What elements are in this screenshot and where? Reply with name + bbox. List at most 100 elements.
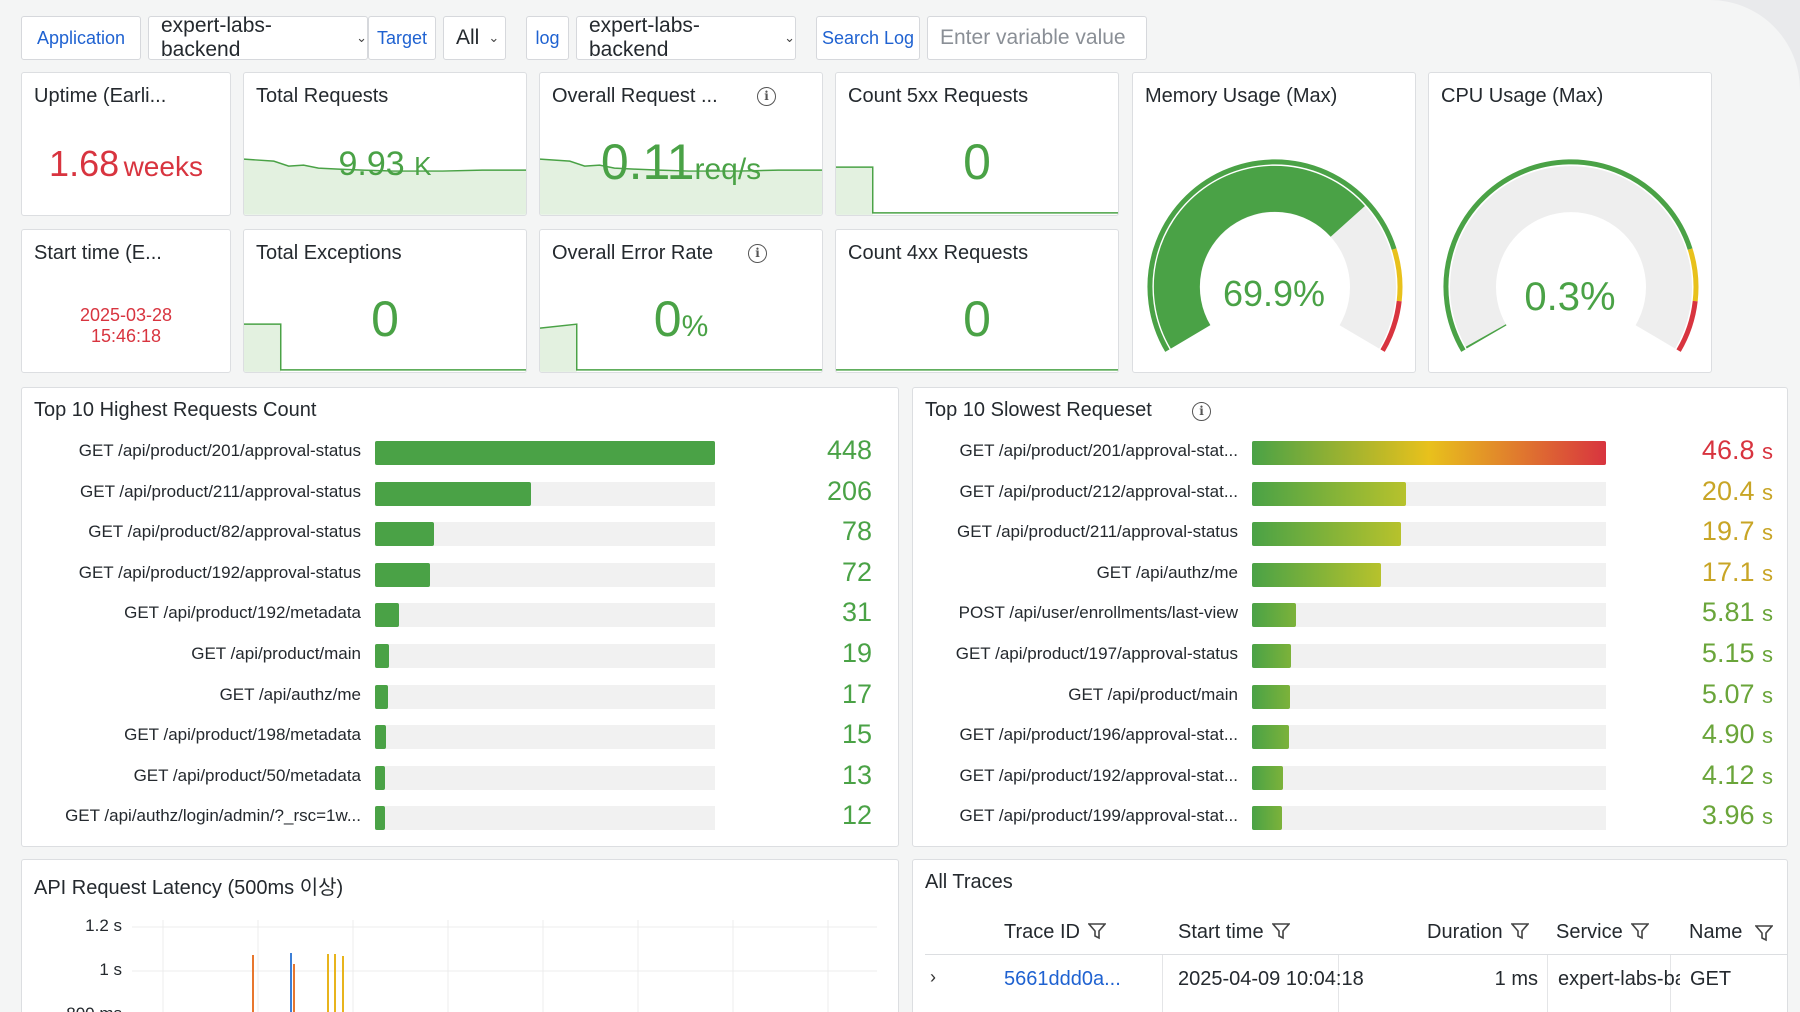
bar-value: 31 xyxy=(841,597,872,628)
bar-label: POST /api/user/enrollments/last-view xyxy=(958,603,1238,623)
chevron-down-icon: ⌄ xyxy=(784,30,795,45)
panel-title: All Traces xyxy=(925,871,1013,893)
filter-icon[interactable] xyxy=(1755,924,1773,942)
bar-track xyxy=(1252,684,1606,709)
bar xyxy=(1252,441,1606,465)
bar-label: GET /api/authz/me xyxy=(1096,562,1238,582)
bar xyxy=(1252,481,1407,506)
bar-value: 17.1 s xyxy=(1701,556,1773,587)
bar-track xyxy=(1252,562,1606,587)
top-requests-panel: Top 10 Highest Requests Count GET /api/p… xyxy=(21,387,899,847)
bar-label: GET /api/product/212/approval-stat... xyxy=(959,481,1238,501)
bar-row: GET /api/product/199/approval-stat... 3.9… xyxy=(913,800,1787,834)
overall-error-rate-sparkline xyxy=(540,323,822,372)
bar-track xyxy=(375,441,715,465)
memory-gauge-fill xyxy=(1153,165,1365,349)
panel-title: Overall Request ... xyxy=(552,85,718,107)
bar-value: 4.12 s xyxy=(1701,759,1773,790)
count-4xx-panel: Count 4xx Requests 0 xyxy=(835,229,1119,373)
target-select[interactable]: All ⌄ xyxy=(443,16,506,60)
uptime-value: 1.68 weeks xyxy=(49,143,203,184)
bar-track xyxy=(1252,441,1606,465)
column-header-name[interactable]: Name xyxy=(1689,921,1743,943)
cpu-gauge xyxy=(1443,159,1699,352)
bar-label: GET /api/product/197/approval-status xyxy=(955,644,1238,663)
bar-track xyxy=(1252,522,1606,547)
bar-label: GET /api/product/201/approval-status xyxy=(78,441,361,460)
column-header-start-time[interactable]: Start time xyxy=(1178,921,1290,944)
column-header-trace-id[interactable]: Trace ID xyxy=(1004,921,1106,944)
bar-row: GET /api/product/211/approval-status 19.7… xyxy=(913,516,1787,550)
bar-track xyxy=(375,603,715,628)
bar-row: GET /api/product/192/approval-status 72 xyxy=(22,557,898,591)
panel-title: API Request Latency (500ms 이상) xyxy=(34,877,344,899)
filter-icon[interactable] xyxy=(1087,922,1106,940)
column-header-service[interactable]: Service xyxy=(1556,921,1649,944)
bar-value: 12 xyxy=(841,800,872,831)
bar-value: 15 xyxy=(841,719,872,750)
panel-title: Total Exceptions xyxy=(256,242,402,264)
bar-row: GET /api/authz/me 17 xyxy=(22,679,898,713)
bar-track xyxy=(375,806,715,831)
filter-icon[interactable] xyxy=(1271,922,1290,940)
trace-id-link[interactable]: 5661ddd0a... xyxy=(1004,968,1121,990)
bar xyxy=(375,725,387,750)
bar-label: GET /api/product/201/approval-stat... xyxy=(959,441,1238,460)
bar-label: GET /api/product/211/approval-status xyxy=(80,481,361,501)
y-tick-label: 800 ms xyxy=(62,1004,122,1012)
search-log-input[interactable]: Enter variable value xyxy=(927,16,1147,60)
bar-row: GET /api/product/192/approval-stat... 4.1… xyxy=(913,760,1787,794)
bar xyxy=(1252,603,1296,628)
bar-value: 19.7 s xyxy=(1701,516,1773,547)
log-filter-label: log xyxy=(526,16,569,60)
bar-label: GET /api/product/main xyxy=(1068,684,1238,704)
bar-label: GET /api/authz/login/admin/?_rsc=1w... xyxy=(65,806,361,826)
overall-error-rate-panel: Overall Error Rate i 0% xyxy=(539,229,823,373)
total-requests-sparkline xyxy=(244,158,526,215)
column-divider xyxy=(1670,955,1671,1012)
filter-icon[interactable] xyxy=(1510,922,1529,940)
overall-request-sparkline xyxy=(540,158,822,215)
panel-title: Start time (E... xyxy=(34,242,162,264)
overall-request-panel: Overall Request ... i 0.11req/s xyxy=(539,72,823,216)
bar-label: GET /api/authz/me xyxy=(219,684,361,704)
cpu-gauge-fill xyxy=(1465,324,1507,349)
expand-row-icon[interactable]: › xyxy=(930,967,936,987)
bar-label: GET /api/product/50/metadata xyxy=(133,765,361,785)
bar-track xyxy=(1252,644,1606,668)
trace-duration: 1 ms xyxy=(1494,968,1538,990)
application-filter-label: Application xyxy=(21,16,141,60)
count-4xx-value: 0 xyxy=(963,291,991,347)
log-select[interactable]: expert-labs-backend ⌄ xyxy=(576,14,796,61)
column-header-duration[interactable]: Duration xyxy=(1427,921,1529,944)
column-divider xyxy=(1162,955,1163,1012)
bar-track xyxy=(375,684,715,709)
bar-row: GET /api/authz/me 17.1 s xyxy=(913,557,1787,591)
target-select-value: All xyxy=(456,26,480,49)
filter-icon[interactable] xyxy=(1630,922,1649,940)
bar-label: GET /api/product/211/approval-status xyxy=(957,522,1238,542)
info-icon[interactable]: i xyxy=(748,244,767,263)
panel-title: Memory Usage (Max) xyxy=(1145,85,1338,107)
panel-title: Uptime (Earli... xyxy=(34,85,167,107)
bar-row: GET /api/product/192/metadata 31 xyxy=(22,597,898,631)
bar-label: GET /api/product/199/approval-stat... xyxy=(959,806,1238,826)
trace-name: GET xyxy=(1690,968,1732,990)
bar-value: 19 xyxy=(841,638,872,668)
bar-value: 72 xyxy=(841,556,872,587)
info-icon[interactable]: i xyxy=(1192,402,1211,421)
bar-row: GET /api/product/211/approval-status 206 xyxy=(22,476,898,510)
count-5xx-value: 0 xyxy=(963,134,991,190)
table-header-divider xyxy=(925,954,1787,955)
trace-service: expert-labs-backend xyxy=(1558,968,1680,990)
latency-panel: API Request Latency (500ms 이상) 1.2 s 1 s… xyxy=(21,859,899,1012)
bar xyxy=(375,481,532,506)
bar-row: GET /api/product/196/approval-stat... 4.9… xyxy=(913,719,1787,753)
bar-track xyxy=(1252,806,1606,831)
bar-row: POST /api/user/enrollments/last-view 5.81… xyxy=(913,597,1787,631)
bar-track xyxy=(375,481,715,506)
bar-value: 13 xyxy=(841,759,872,790)
info-icon[interactable]: i xyxy=(757,87,776,106)
bar-value: 17 xyxy=(841,678,872,709)
application-select[interactable]: expert-labs-backend ⌄ xyxy=(148,14,368,61)
